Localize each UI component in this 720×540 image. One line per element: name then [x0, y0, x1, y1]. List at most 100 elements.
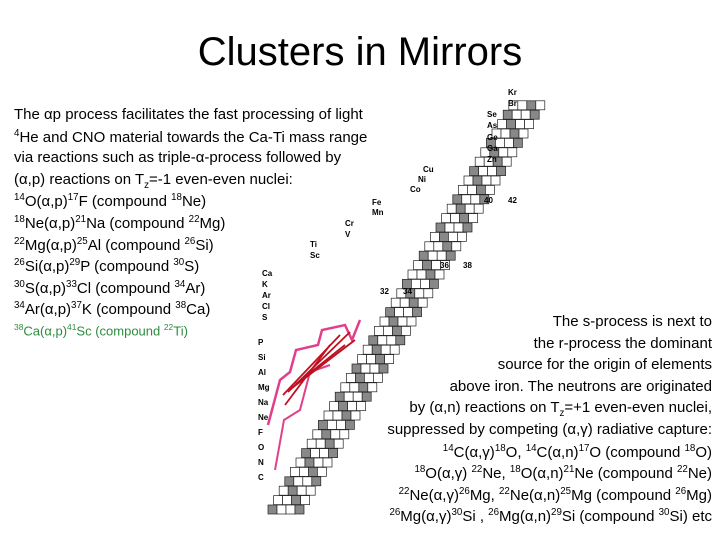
cell: [474, 156, 485, 167]
text-run: S(α,p): [24, 279, 67, 297]
text-run: Si(α,p): [24, 258, 70, 276]
cell: [318, 420, 328, 430]
cell: [308, 467, 318, 477]
cell: [478, 166, 488, 176]
number-label: 36: [440, 261, 449, 270]
cell: [455, 203, 466, 214]
text-line: by (α,n) reactions on Tz=+1 even-even nu…: [409, 399, 712, 419]
element-label: Ne: [258, 413, 269, 422]
cell: [472, 175, 483, 186]
superscript: 18: [14, 214, 25, 225]
superscript: 18: [684, 442, 696, 454]
cell: [294, 504, 305, 515]
cell: [434, 269, 445, 280]
text-run: Si (compound: [561, 508, 659, 526]
text-line: 26Si(α,p)29P (compound 30S): [14, 257, 199, 275]
cell: [330, 429, 341, 440]
text-run: The s-process is next to: [552, 313, 712, 330]
element-label: Mg: [258, 383, 270, 392]
cell: [395, 335, 406, 346]
superscript: 22: [188, 214, 200, 225]
cell: [397, 316, 408, 327]
cell: [284, 476, 295, 487]
cell: [442, 241, 453, 252]
text-run: Mg (compound: [571, 486, 676, 504]
cell: [350, 410, 361, 421]
cell: [394, 307, 404, 317]
cell: [358, 382, 369, 393]
cell: [459, 213, 469, 223]
text-run: O(α,n): [520, 465, 564, 483]
element-label: S: [262, 313, 268, 322]
text-run: (α,p) reactions on T: [14, 170, 145, 188]
element-label: N: [258, 458, 264, 467]
text-run: K (compound: [81, 301, 176, 319]
element-label: Ti: [310, 240, 317, 249]
superscript: 26: [675, 485, 687, 497]
text-run: O(α,p): [24, 193, 68, 211]
text-run: Ar): [185, 279, 206, 297]
cell: [324, 438, 335, 449]
cell: [356, 401, 366, 411]
cell: [339, 429, 350, 440]
cell: [368, 335, 379, 346]
cell: [406, 316, 417, 327]
text-line: 26Mg(α,γ)30Si , 26Mg(α,n)29Si (compound …: [389, 507, 712, 525]
text-line: via reactions such as triple-α-process f…: [14, 149, 341, 166]
text-run: Mg(α,p): [24, 236, 77, 254]
cell: [445, 250, 456, 261]
cell: [399, 297, 410, 308]
cell: [448, 232, 458, 242]
superscript: 18: [414, 464, 426, 476]
cell: [300, 495, 310, 505]
superscript: 29: [551, 507, 562, 519]
element-label: Co: [410, 185, 421, 194]
superscript: 38: [14, 322, 24, 332]
text-run: =-1 even-even nuclei:: [149, 170, 293, 188]
text-run: O,: [505, 443, 526, 461]
text-run: Ne): [181, 193, 207, 211]
cell: [378, 363, 389, 374]
superscript: 25: [76, 235, 88, 247]
cell: [340, 382, 351, 393]
cell: [386, 335, 397, 346]
cell: [497, 119, 507, 129]
cell: [352, 391, 363, 402]
cell: [504, 138, 514, 148]
text-run: Sc (compound: [76, 323, 164, 339]
element-label: Na: [258, 398, 269, 407]
text-run: P (compound: [80, 258, 174, 276]
cell: [278, 485, 289, 496]
element-label: Ar: [262, 291, 271, 300]
cell: [464, 203, 475, 214]
number-label: 32: [380, 287, 389, 296]
text-run: Ne(α,p): [24, 215, 76, 232]
text-line: source for the origin of elements: [498, 356, 712, 373]
cell: [306, 438, 317, 449]
text-line: 38Ca(α,p)41Sc (compound 22Ti): [14, 322, 188, 338]
cell: [317, 467, 327, 477]
text-run: =+1 even-even nuclei,: [564, 399, 712, 417]
cell: [423, 288, 434, 299]
element-label: Cu: [423, 165, 434, 174]
cell: [367, 382, 378, 393]
cell: [360, 363, 371, 374]
cell: [357, 354, 367, 364]
cell: [315, 438, 326, 449]
cell: [470, 194, 481, 205]
cell: [502, 109, 513, 120]
superscript: 38: [175, 300, 187, 312]
cell: [500, 128, 511, 139]
cell: [535, 100, 546, 111]
superscript: 18: [509, 464, 521, 476]
cell: [440, 260, 450, 270]
cell: [513, 138, 523, 148]
text-run: C(α,γ): [453, 443, 495, 461]
cell: [487, 166, 497, 176]
text-run: Ca(α,p): [23, 323, 68, 339]
cell: [469, 166, 479, 176]
superscript: 26: [14, 257, 25, 269]
text-run: Si) etc: [669, 508, 712, 526]
cell: [296, 485, 307, 496]
